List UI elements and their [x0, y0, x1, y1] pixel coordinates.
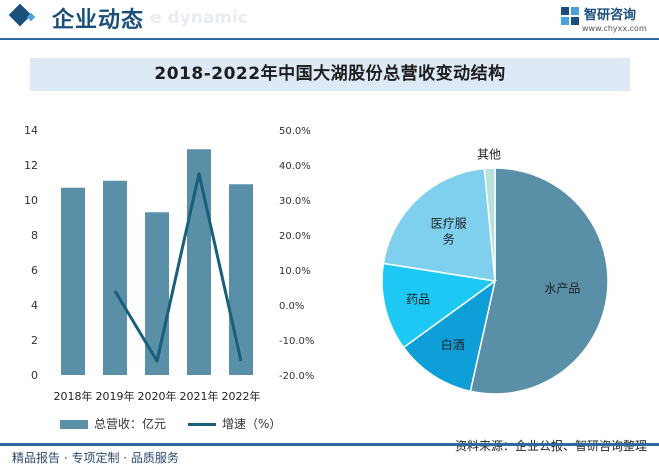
section-subtitle: e dynamic	[150, 8, 248, 28]
y-left-tick-label: 4	[31, 299, 38, 312]
pie-label: 务	[443, 232, 455, 247]
y-left-tick-label: 6	[31, 264, 38, 277]
bar-2021年	[187, 149, 211, 375]
x-tick-label: 2022年	[222, 389, 261, 403]
y-right-tick-label: 30.0%	[279, 196, 311, 207]
legend-line-swatch	[188, 423, 216, 426]
legend-bar: 总营收：亿元	[60, 415, 166, 432]
brand-logo-icon	[561, 7, 579, 25]
y-right-tick-label: -10.0%	[279, 336, 314, 347]
x-tick-label: 2021年	[180, 389, 219, 403]
y-left-tick-label: 2	[31, 334, 38, 347]
bar-2020年	[145, 212, 169, 375]
bar-2018年	[61, 187, 85, 375]
footer-rule	[0, 443, 659, 446]
y-left-tick-label: 8	[31, 229, 38, 242]
pie-slice-白酒	[402, 279, 497, 393]
y-right-tick-label: 50.0%	[279, 126, 311, 137]
pie-slice-水产品	[469, 167, 609, 395]
pie-slice-医疗服务	[382, 167, 496, 282]
chart-title-band: 2018-2022年中国大湖股份总营收变动结构	[30, 58, 630, 91]
pie-label: 医疗服	[431, 217, 467, 231]
header: e dynamic 企业动态 智研咨询 www.chyxx.com	[0, 0, 659, 40]
y-right-tick-label: 20.0%	[279, 231, 311, 242]
x-tick-label: 2019年	[96, 389, 135, 403]
y-right-tick-label: 0.0%	[279, 301, 304, 312]
growth-rate-line	[113, 172, 243, 363]
y-right-tick-label: -20.0%	[279, 371, 314, 382]
legend-line: 增速（%）	[188, 415, 281, 432]
legend-line-label: 增速（%）	[222, 417, 282, 431]
bar-2019年	[103, 180, 127, 375]
section-title: 企业动态	[52, 8, 145, 33]
pie-label: 其他	[477, 148, 501, 162]
y-left-tick-label: 10	[24, 194, 38, 207]
legend-bar-swatch	[60, 420, 88, 429]
y-left-tick-label: 14	[24, 124, 38, 137]
x-tick-label: 2018年	[54, 389, 93, 403]
chart-title: 2018-2022年中国大湖股份总营收变动结构	[154, 64, 506, 84]
y-left-tick-label: 12	[24, 159, 38, 172]
pie-label: 水产品	[544, 281, 580, 295]
pie-slice-其他	[483, 167, 496, 282]
footer-tagline: 精品报告 · 专项定制 · 品质服务	[12, 451, 179, 465]
y-left-tick-label: 0	[31, 369, 38, 382]
y-right-tick-label: 40.0%	[279, 161, 311, 172]
y-right-tick-label: 10.0%	[279, 266, 311, 277]
legend-bar-label: 总营收：亿元	[94, 417, 167, 431]
bar-2022年	[229, 184, 253, 375]
pie-label: 药品	[406, 292, 430, 306]
x-tick-label: 2020年	[138, 389, 177, 403]
brand-url: www.chyxx.com	[582, 24, 647, 33]
header-rule	[0, 38, 659, 40]
pie-label: 白酒	[441, 337, 465, 352]
pie-slice-药品	[381, 262, 497, 349]
source-note: 资料来源：企业公报、智研咨询整理	[454, 439, 647, 453]
brand-name: 智研咨询	[584, 8, 637, 23]
